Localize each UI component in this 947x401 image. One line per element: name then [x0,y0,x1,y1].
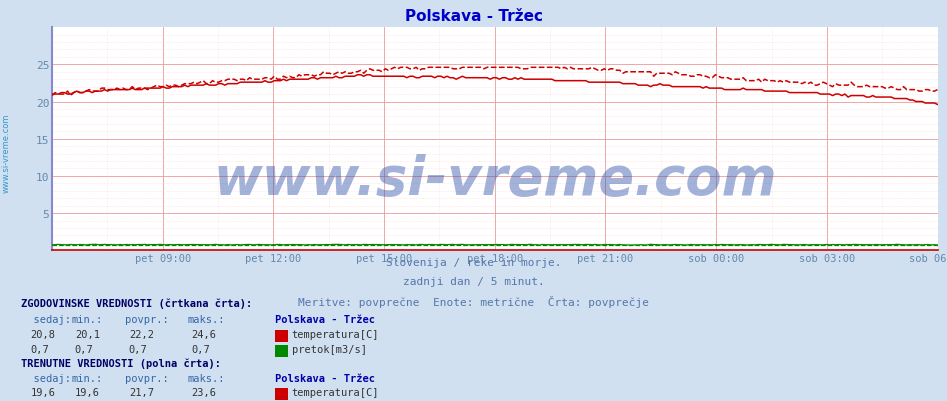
Text: min.:: min.: [71,373,102,383]
Text: Slovenija / reke in morje.: Slovenija / reke in morje. [385,257,562,267]
Text: Polskava - Tržec: Polskava - Tržec [275,373,375,383]
Text: TRENUTNE VREDNOSTI (polna črta):: TRENUTNE VREDNOSTI (polna črta): [21,358,221,368]
Text: 22,2: 22,2 [129,329,153,339]
Text: www.si-vreme.com: www.si-vreme.com [2,113,11,192]
Text: 21,7: 21,7 [129,387,153,397]
Text: povpr.:: povpr.: [125,314,169,324]
Text: 0,7: 0,7 [191,344,210,354]
Text: 0,7: 0,7 [129,344,148,354]
Text: maks.:: maks.: [188,373,225,383]
Text: 0,7: 0,7 [30,344,49,354]
Text: pretok[m3/s]: pretok[m3/s] [292,344,366,354]
Text: min.:: min.: [71,314,102,324]
Text: Polskava - Tržec: Polskava - Tržec [275,314,375,324]
Text: 24,6: 24,6 [191,329,216,339]
Text: ZGODOVINSKE VREDNOSTI (črtkana črta):: ZGODOVINSKE VREDNOSTI (črtkana črta): [21,298,252,308]
Text: temperatura[C]: temperatura[C] [292,387,379,397]
Text: 19,6: 19,6 [75,387,99,397]
Text: Meritve: povprečne  Enote: metrične  Črta: povprečje: Meritve: povprečne Enote: metrične Črta:… [298,295,649,307]
Text: 19,6: 19,6 [30,387,55,397]
Text: povpr.:: povpr.: [125,373,169,383]
Text: 20,8: 20,8 [30,329,55,339]
Text: temperatura[C]: temperatura[C] [292,329,379,339]
Text: maks.:: maks.: [188,314,225,324]
Text: 23,6: 23,6 [191,387,216,397]
Text: 0,7: 0,7 [75,344,94,354]
Text: 20,1: 20,1 [75,329,99,339]
Text: Polskava - Tržec: Polskava - Tržec [404,9,543,24]
Text: sedaj:: sedaj: [21,314,71,324]
Text: www.si-vreme.com: www.si-vreme.com [213,154,777,205]
Text: zadnji dan / 5 minut.: zadnji dan / 5 minut. [402,277,545,287]
Text: sedaj:: sedaj: [21,373,71,383]
